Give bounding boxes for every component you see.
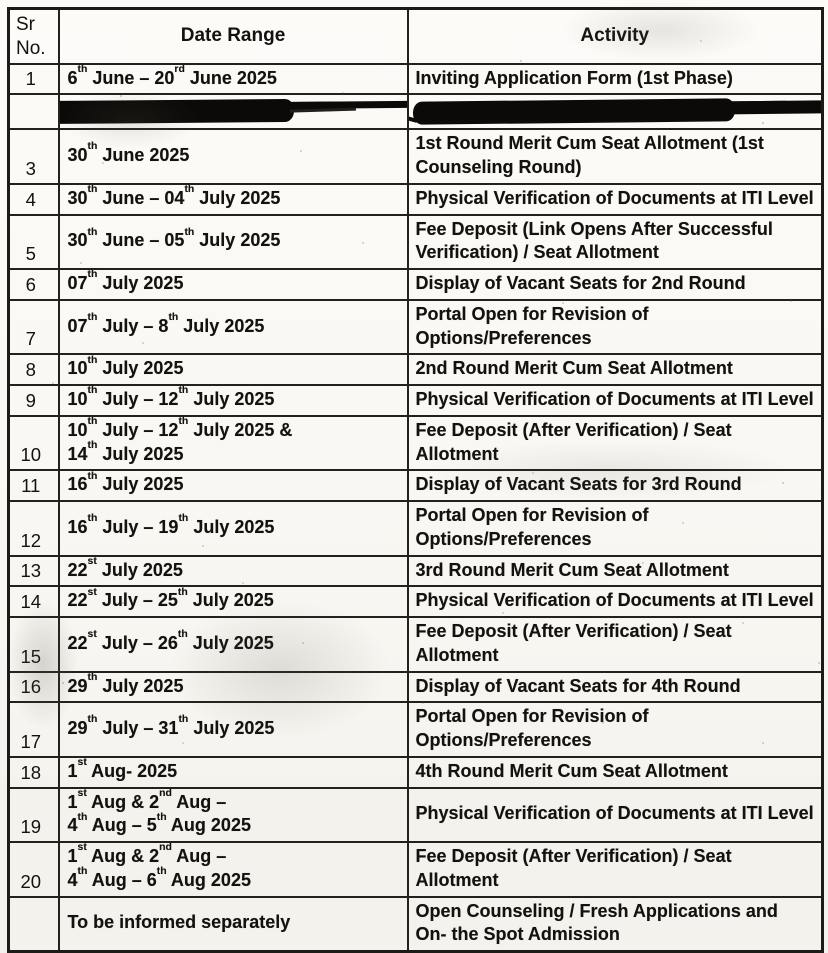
scanned-document-page: Sr No. Date Range Activity 1 6th June – … [0,0,828,777]
sr-cell: 10 [7,414,60,472]
table-row: 19 1st Aug & 2nd Aug –4th Aug – 5th Aug … [7,786,824,843]
table-row: 14 22st July – 25th July 2025 Physical V… [7,585,824,618]
table-row-redacted [7,93,824,131]
activity-cell: 3rd Round Merit Cum Seat Allotment [406,554,824,588]
header-row: Sr No. Date Range Activity [7,7,824,65]
table-row: 9 10th July – 12th July 2025 Physical Ve… [7,384,824,417]
date-cell: 29th July 2025 [57,670,409,704]
redaction-mark [412,98,735,125]
sr-cell: 3 [7,128,60,185]
table-row: 3 30th June 2025 1st Round Merit Cum Sea… [7,128,824,185]
activity-cell: Open Counseling / Fresh Applications and… [406,895,824,953]
sr-cell: 9 [7,384,60,417]
activity-cell: 1st Round Merit Cum Seat Allotment (1st … [406,128,824,185]
sr-cell: 7 [7,298,60,356]
activity-cell: Physical Verification of Documents at IT… [406,585,824,618]
date-cell: 10th July – 12th July 2025 & 14th July 20… [57,414,409,472]
sr-cell: 15 [7,616,60,673]
date-cell: 10th July – 12th July 2025 [57,384,409,417]
table-row: 5 30th June – 05th July 2025 Fee Deposit… [7,213,824,270]
sr-cell: 11 [7,469,60,502]
sr-cell: 12 [7,500,60,557]
date-cell: 30th June 2025 [57,128,409,185]
activity-cell: Fee Deposit (After Verification) / Seat … [406,616,824,673]
activity-cell [406,93,824,131]
sr-cell: 6 [7,268,60,301]
date-cell: 22st July 2025 [57,554,409,588]
table-row: 11 16th July 2025 Display of Vacant Seat… [7,469,824,502]
sr-cell: 20 [7,841,60,898]
activity-cell: Fee Deposit (After Verification) / Seat … [406,841,824,898]
date-cell: 6th June – 20rd June 2025 [57,62,409,96]
sr-cell: 8 [7,353,60,386]
scan-noise-speckles [0,0,2,2]
table-row: 1 6th June – 20rd June 2025 Inviting App… [7,62,824,96]
date-cell: 30th June – 05th July 2025 [57,213,409,270]
counseling-schedule-table: Sr No. Date Range Activity 1 6th June – … [7,7,824,953]
activity-cell: 4th Round Merit Cum Seat Allotment [406,755,824,789]
sr-cell: 19 [7,786,60,843]
table-row: 8 10th July 2025 2nd Round Merit Cum Sea… [7,353,824,386]
activity-cell: Portal Open for Revision of Options/Pref… [406,298,824,356]
activity-cell: Physical Verification of Documents at IT… [406,182,824,216]
table-row: 18 1st Aug- 2025 4th Round Merit Cum Sea… [7,755,824,789]
sr-cell: 16 [7,670,60,704]
activity-cell: Display of Vacant Seats for 4th Round [406,670,824,704]
table-row: 15 22st July – 26th July 2025 Fee Deposi… [7,616,824,673]
sr-cell: 17 [7,701,60,758]
date-cell: 22st July – 25th July 2025 [57,585,409,618]
sr-cell: 5 [7,213,60,270]
sr-cell: 13 [7,554,60,588]
date-cell: 16th July – 19th July 2025 [57,500,409,557]
activity-cell: Portal Open for Revision of Options/Pref… [406,701,824,758]
activity-cell: Fee Deposit (Link Opens After Successful… [406,213,824,270]
activity-cell: 2nd Round Merit Cum Seat Allotment [406,353,824,386]
table-row: 4 30th June – 04th July 2025 Physical Ve… [7,182,824,216]
table-row: 13 22st July 2025 3rd Round Merit Cum Se… [7,554,824,588]
sr-cell: 1 [7,62,60,96]
redaction-mark [60,98,294,124]
date-cell: 22st July – 26th July 2025 [57,616,409,673]
date-cell: 1st Aug- 2025 [57,755,409,789]
date-cell: 1st Aug & 2nd Aug –4th Aug – 6th Aug 202… [57,841,409,898]
table-row: 7 07th July – 8th July 2025 Portal Open … [7,298,824,356]
header-sr-no: Sr No. [7,7,60,65]
activity-cell: Physical Verification of Documents at IT… [406,786,824,843]
sr-cell: 18 [7,755,60,789]
sr-cell: 4 [7,182,60,216]
date-cell: 29th July – 31th July 2025 [57,701,409,758]
table-row: To be informed separately Open Counselin… [7,895,824,953]
activity-cell: Display of Vacant Seats for 2nd Round [406,268,824,301]
table-row: 17 29th July – 31th July 2025 Portal Ope… [7,701,824,758]
date-cell: To be informed separately [57,895,409,953]
table-row: 12 16th July – 19th July 2025 Portal Ope… [7,500,824,557]
date-cell [57,93,409,131]
header-activity: Activity [406,7,824,65]
activity-cell: Display of Vacant Seats for 3rd Round [406,469,824,502]
activity-cell: Portal Open for Revision of Options/Pref… [406,500,824,557]
activity-cell: Inviting Application Form (1st Phase) [406,62,824,96]
table-row: 16 29th July 2025 Display of Vacant Seat… [7,670,824,704]
date-cell: 1st Aug & 2nd Aug –4th Aug – 5th Aug 202… [57,786,409,843]
date-cell: 10th July 2025 [57,353,409,386]
sr-cell [7,93,60,131]
sr-cell: 14 [7,585,60,618]
table-row: 10 10th July – 12th July 2025 & 14th July… [7,414,824,472]
date-cell: 07th July 2025 [57,268,409,301]
header-date-range: Date Range [57,7,409,65]
date-cell: 16th July 2025 [57,469,409,502]
activity-cell: Fee Deposit (After Verification) / Seat … [406,414,824,472]
sr-cell [7,895,60,953]
table-row: 20 1st Aug & 2nd Aug –4th Aug – 6th Aug … [7,841,824,898]
date-cell: 30th June – 04th July 2025 [57,182,409,216]
date-cell: 07th July – 8th July 2025 [57,298,409,356]
table-row: 6 07th July 2025 Display of Vacant Seats… [7,268,824,301]
activity-cell: Physical Verification of Documents at IT… [406,384,824,417]
